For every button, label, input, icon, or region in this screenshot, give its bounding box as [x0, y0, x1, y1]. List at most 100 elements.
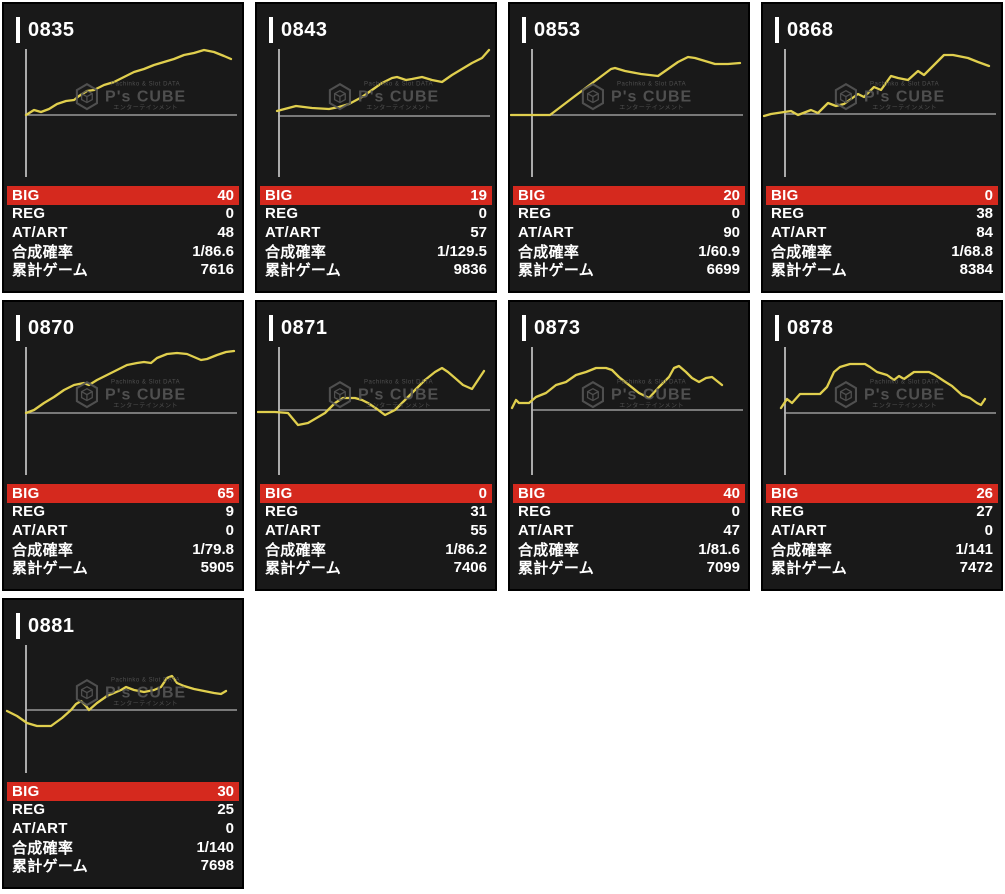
stat-value: 38 [976, 205, 993, 223]
stat-row-atart: AT/ART 90 [513, 223, 745, 242]
stat-label: 累計ゲーム [518, 262, 595, 280]
stat-row-rate: 合成確率 1/86.6 [7, 242, 239, 261]
slump-line [510, 364, 724, 410]
stat-value: 0 [731, 503, 740, 521]
stat-row-big: BIG 65 [7, 484, 239, 503]
stat-row-big: BIG 40 [513, 484, 745, 503]
stat-row-reg: REG 0 [7, 205, 239, 224]
machine-card[interactable]: 0868 Pachinko & Slot DATA P's CUBE エンターテ… [761, 2, 1003, 293]
stat-label: 累計ゲーム [771, 560, 848, 578]
stat-value: 1/81.6 [698, 540, 740, 558]
stats-table: BIG 19 REG 0 AT/ART 57 合成確率 1/129.5 累計ゲーム 9836 [260, 186, 492, 279]
slump-graph: Pachinko & Slot DATA P's CUBE エンターテインメント [4, 643, 242, 778]
slump-graph-svg [510, 347, 743, 475]
stat-row-games: 累計ゲーム 7406 [260, 558, 492, 577]
slump-graph: Pachinko & Slot DATA P's CUBE エンターテインメント [510, 47, 748, 182]
stat-label: 合成確率 [265, 243, 327, 261]
stats-table: BIG 20 REG 0 AT/ART 90 合成確率 1/60.9 累計ゲーム 6699 [513, 186, 745, 279]
machine-card[interactable]: 0835 Pachinko & Slot DATA P's CUBE エンターテ… [2, 2, 244, 293]
slump-line [24, 349, 236, 415]
stat-label: AT/ART [12, 819, 68, 837]
machine-title: 0873 [510, 302, 748, 343]
stat-row-reg: REG 9 [7, 503, 239, 522]
machine-number: 0853 [534, 18, 581, 41]
slump-line [763, 53, 991, 118]
stat-row-rate: 合成確率 1/68.8 [766, 242, 998, 261]
slump-graph-svg [24, 48, 237, 177]
stat-label: REG [518, 503, 552, 521]
stat-row-big: BIG 19 [260, 186, 492, 205]
stat-row-big: BIG 0 [766, 186, 998, 205]
stat-value: 7099 [706, 559, 740, 577]
machine-title: 0843 [257, 4, 495, 45]
machine-number: 0881 [28, 614, 75, 637]
stat-row-rate: 合成確率 1/140 [7, 838, 239, 857]
stat-value: 6699 [706, 261, 740, 279]
slump-graph-svg [257, 347, 490, 475]
stat-row-rate: 合成確率 1/81.6 [513, 540, 745, 559]
stat-row-games: 累計ゲーム 6699 [513, 260, 745, 279]
stat-value: 19 [470, 186, 487, 204]
slump-graph-svg [510, 49, 743, 177]
machine-title: 0878 [763, 302, 1001, 343]
stat-label: AT/ART [771, 223, 827, 241]
stat-label: 累計ゲーム [12, 858, 89, 876]
machine-card[interactable]: 0843 Pachinko & Slot DATA P's CUBE エンターテ… [255, 2, 497, 293]
slump-line [257, 366, 486, 427]
stat-value: 84 [976, 223, 993, 241]
machine-card[interactable]: 0871 Pachinko & Slot DATA P's CUBE エンターテ… [255, 300, 497, 591]
stat-label: REG [265, 503, 299, 521]
machine-card[interactable]: 0870 Pachinko & Slot DATA P's CUBE エンターテ… [2, 300, 244, 591]
stat-value: 0 [225, 819, 234, 837]
slump-line [510, 55, 742, 117]
stat-value: 65 [217, 484, 234, 502]
stat-value: 0 [478, 484, 487, 502]
slump-graph-svg [5, 645, 237, 773]
stat-label: 累計ゲーム [265, 262, 342, 280]
slump-graph-svg [275, 48, 491, 177]
stat-value: 1/68.8 [951, 242, 993, 260]
stat-row-atart: AT/ART 57 [260, 223, 492, 242]
stat-label: 合成確率 [518, 541, 580, 559]
stat-row-games: 累計ゲーム 8384 [766, 260, 998, 279]
stat-value: 90 [723, 223, 740, 241]
stat-value: 1/140 [196, 838, 234, 856]
stats-table: BIG 0 REG 31 AT/ART 55 合成確率 1/86.2 累計ゲーム 7406 [260, 484, 492, 577]
slump-graph: Pachinko & Slot DATA P's CUBE エンターテインメント [4, 345, 242, 480]
stat-label: AT/ART [265, 521, 321, 539]
stat-label: BIG [518, 484, 546, 502]
stat-value: 55 [470, 521, 487, 539]
stat-row-atart: AT/ART 48 [7, 223, 239, 242]
stat-label: AT/ART [12, 521, 68, 539]
machine-card[interactable]: 0881 Pachinko & Slot DATA P's CUBE エンターテ… [2, 598, 244, 889]
stat-value: 40 [217, 186, 234, 204]
title-accent-bar [16, 613, 20, 639]
machine-number: 0871 [281, 316, 328, 339]
stat-row-games: 累計ゲーム 9836 [260, 260, 492, 279]
stat-label: 累計ゲーム [771, 262, 848, 280]
stat-value: 25 [217, 801, 234, 819]
stat-label: 累計ゲーム [12, 560, 89, 578]
stat-value: 48 [217, 223, 234, 241]
slump-graph-svg [779, 347, 996, 475]
machine-card[interactable]: 0853 Pachinko & Slot DATA P's CUBE エンターテ… [508, 2, 750, 293]
machine-number: 0843 [281, 18, 328, 41]
slump-line [24, 48, 233, 117]
stat-label: 合成確率 [771, 541, 833, 559]
title-accent-bar [269, 315, 273, 341]
machine-number: 0873 [534, 316, 581, 339]
stats-table: BIG 30 REG 25 AT/ART 0 合成確率 1/140 累計ゲーム 7698 [7, 782, 239, 875]
machine-card[interactable]: 0873 Pachinko & Slot DATA P's CUBE エンターテ… [508, 300, 750, 591]
machine-title: 0868 [763, 4, 1001, 45]
stat-value: 5905 [200, 559, 234, 577]
stat-label: REG [518, 205, 552, 223]
stat-row-reg: REG 27 [766, 503, 998, 522]
stat-label: 合成確率 [518, 243, 580, 261]
stat-label: REG [265, 205, 299, 223]
title-accent-bar [522, 315, 526, 341]
machine-card[interactable]: 0878 Pachinko & Slot DATA P's CUBE エンターテ… [761, 300, 1003, 591]
stat-label: 累計ゲーム [518, 560, 595, 578]
stat-value: 0 [984, 521, 993, 539]
slump-graph: Pachinko & Slot DATA P's CUBE エンターテインメント [4, 47, 242, 182]
